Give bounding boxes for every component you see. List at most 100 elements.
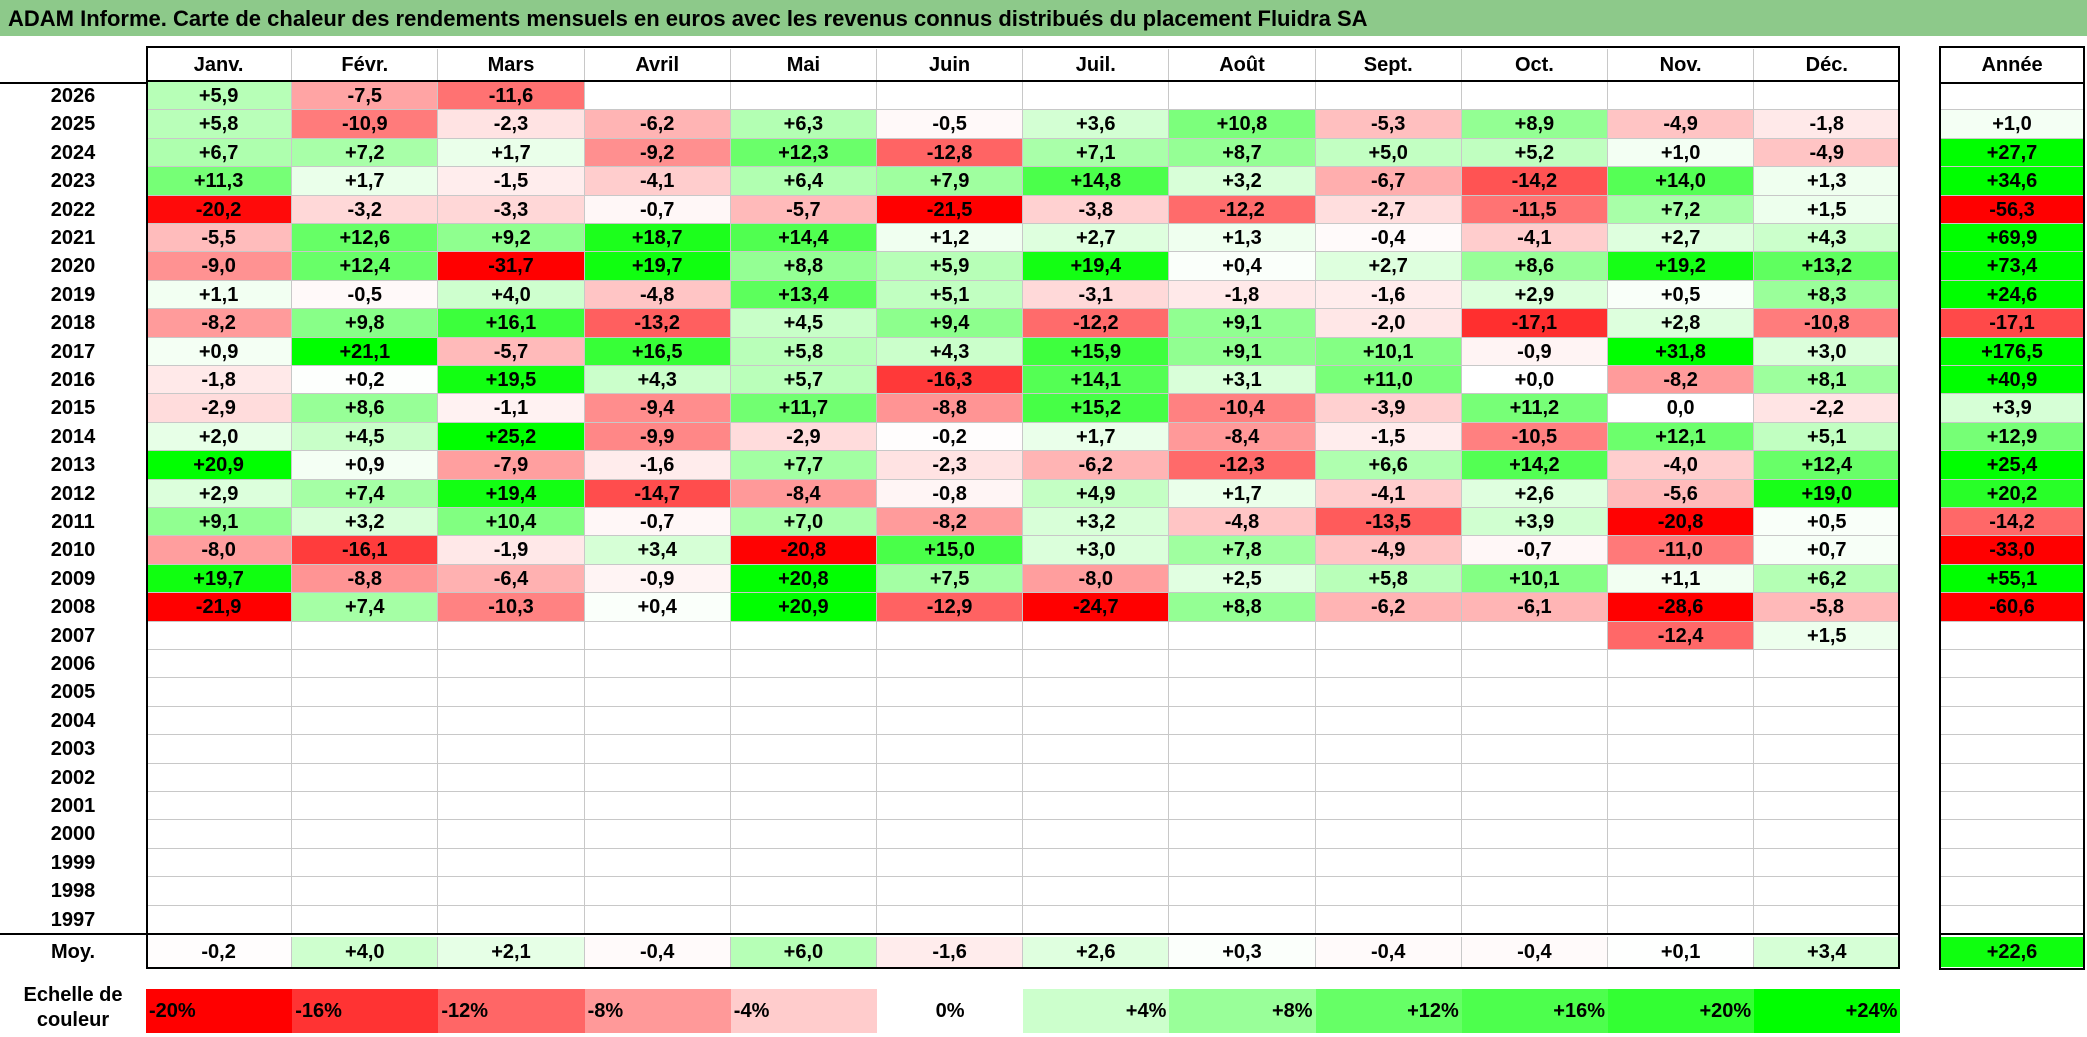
average-cell: +2,1 — [438, 937, 585, 967]
heatmap-cell — [730, 706, 877, 736]
heatmap-cell: -5,5 — [146, 224, 293, 253]
heatmap-cell: +10,8 — [1169, 110, 1316, 139]
month-header: Août — [1169, 49, 1316, 82]
heatmap-cell — [146, 735, 293, 764]
heatmap-cell — [730, 678, 877, 707]
heatmap-cell: -2,0 — [1315, 309, 1462, 338]
heatmap-cell: -17,1 — [1461, 309, 1608, 338]
heatmap-cell: -11,0 — [1608, 536, 1755, 565]
heatmap-cell: +4,5 — [292, 422, 439, 452]
heatmap-cell: -10,3 — [438, 593, 585, 622]
heatmap-cell: +2,7 — [1023, 224, 1170, 253]
heatmap-cell — [1169, 848, 1316, 878]
heatmap-cell: +7,4 — [292, 593, 439, 622]
heatmap-cell: -8,2 — [146, 309, 293, 338]
year-label: 2017 — [50, 340, 96, 363]
heatmap-cell: -0,7 — [1461, 536, 1608, 565]
heatmap-cell — [1461, 678, 1608, 707]
heatmap-cell: +16,5 — [584, 337, 731, 366]
heatmap-cell: -4,0 — [1608, 451, 1755, 480]
heatmap-cell — [146, 621, 293, 650]
heatmap-cell — [584, 763, 731, 792]
annual-cell — [1939, 650, 2085, 679]
chart-title: ADAM Informe. Carte de chaleur des rende… — [0, 0, 2087, 36]
heatmap-cell: -8,8 — [292, 564, 439, 594]
heatmap-cell: -6,7 — [1315, 167, 1462, 196]
scale-swatch: +4% — [1023, 989, 1170, 1033]
heatmap-cell — [1754, 848, 1901, 878]
average-cell: -0,2 — [146, 937, 293, 967]
heatmap-cell — [1023, 792, 1170, 821]
annual-cell — [1939, 678, 2085, 707]
annual-cell: -33,0 — [1939, 536, 2085, 565]
heatmap-cell — [877, 820, 1024, 849]
heatmap-cell: -6,2 — [1315, 593, 1462, 622]
annual-cell — [1939, 82, 2085, 111]
heatmap-cell — [1608, 763, 1755, 792]
heatmap-cell: +9,1 — [146, 508, 293, 537]
heatmap-cell — [584, 621, 731, 650]
heatmap-cell: +5,1 — [877, 280, 1024, 310]
year-label: 2005 — [50, 681, 96, 704]
heatmap-cell: +0,5 — [1608, 280, 1755, 310]
heatmap-cell: -8,2 — [877, 508, 1024, 537]
heatmap-cell: +3,6 — [1023, 110, 1170, 139]
heatmap-cell: +4,3 — [1754, 224, 1901, 253]
heatmap-cell: +0,0 — [1461, 366, 1608, 395]
heatmap-cell — [1023, 820, 1170, 849]
heatmap-cell — [1608, 82, 1755, 111]
heatmap-cell — [1608, 678, 1755, 707]
heatmap-cell: +15,2 — [1023, 394, 1170, 423]
heatmap-cell: -1,8 — [1169, 280, 1316, 310]
heatmap-cell: -4,8 — [584, 280, 731, 310]
heatmap-cell: -12,3 — [1169, 451, 1316, 480]
heatmap-cell: -4,9 — [1608, 110, 1755, 139]
heatmap-cell — [1169, 820, 1316, 849]
annual-cell: +24,6 — [1939, 280, 2085, 310]
heatmap-cell — [292, 792, 439, 821]
heatmap-cell — [438, 678, 585, 707]
heatmap-cell — [438, 621, 585, 650]
heatmap-cell — [146, 792, 293, 821]
month-header: Déc. — [1754, 49, 1901, 82]
heatmap-cell — [1315, 820, 1462, 849]
heatmap-cell — [1023, 877, 1170, 906]
annual-cell: -56,3 — [1939, 195, 2085, 224]
heatmap-cell: +3,0 — [1023, 536, 1170, 565]
heatmap-cell: -6,1 — [1461, 593, 1608, 622]
heatmap-cell — [292, 678, 439, 707]
heatmap-cell: -0,2 — [877, 422, 1024, 452]
heatmap-cell: +10,1 — [1461, 564, 1608, 594]
heatmap-cell: +4,0 — [438, 280, 585, 310]
heatmap-cell: +8,6 — [1461, 252, 1608, 281]
scale-swatch: -20% — [146, 989, 293, 1033]
heatmap-cell — [1315, 706, 1462, 736]
heatmap-cell — [1754, 877, 1901, 906]
heatmap-cell — [1315, 763, 1462, 792]
average-cell: -0,4 — [1461, 937, 1608, 967]
heatmap-cell: +1,7 — [1023, 422, 1170, 452]
heatmap-cell — [584, 877, 731, 906]
heatmap-cell — [1754, 820, 1901, 849]
year-label: 2016 — [50, 369, 96, 391]
year-label: 2006 — [50, 653, 96, 675]
heatmap-cell — [438, 905, 585, 934]
annual-cell: +27,7 — [1939, 138, 2085, 168]
annual-cell: +176,5 — [1939, 337, 2085, 366]
heatmap-cell — [1315, 848, 1462, 878]
heatmap-cell: -8,0 — [1023, 564, 1170, 594]
heatmap-cell: +1,5 — [1754, 621, 1901, 650]
heatmap-cell: +9,2 — [438, 224, 585, 253]
heatmap-cell: -1,9 — [438, 536, 585, 565]
heatmap-cell — [1754, 650, 1901, 679]
annual-cell: +3,9 — [1939, 394, 2085, 423]
scale-swatch: +16% — [1461, 989, 1608, 1033]
annual-cell — [1939, 877, 2085, 906]
heatmap-cell: -20,8 — [1608, 508, 1755, 537]
average-cell: +0,1 — [1608, 937, 1755, 967]
heatmap-cell: +7,2 — [292, 138, 439, 168]
heatmap-cell — [730, 82, 877, 111]
heatmap-cell: -9,2 — [584, 138, 731, 168]
heatmap-cell: +2,7 — [1608, 224, 1755, 253]
